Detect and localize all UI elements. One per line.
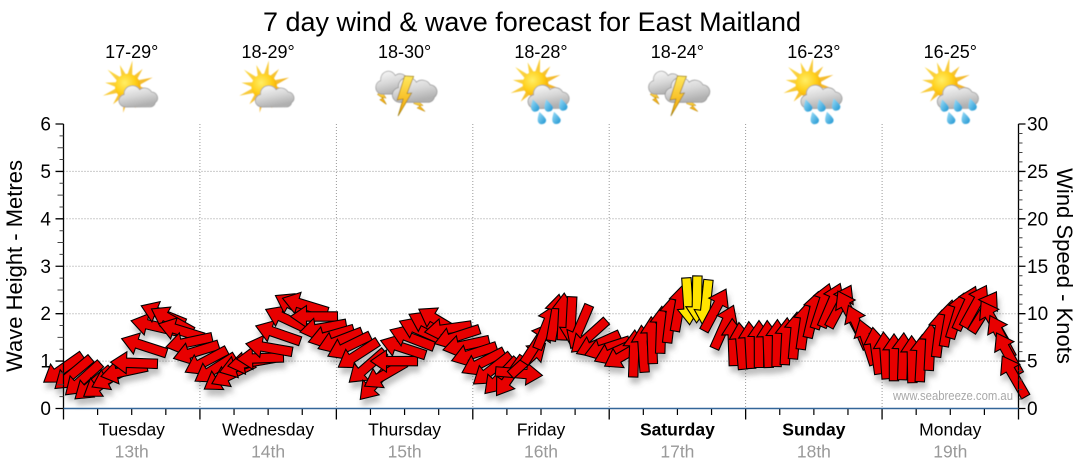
svg-text:0: 0 xyxy=(40,399,51,420)
svg-text:25: 25 xyxy=(1027,162,1048,183)
svg-text:5: 5 xyxy=(1027,352,1038,373)
svg-text:7 day wind & wave forecast for: 7 day wind & wave forecast for East Mait… xyxy=(263,7,801,37)
svg-text:18-30°: 18-30° xyxy=(378,42,431,62)
svg-text:18th: 18th xyxy=(797,442,831,462)
svg-text:6: 6 xyxy=(40,115,51,136)
svg-text:18-28°: 18-28° xyxy=(514,42,567,62)
svg-text:Thursday: Thursday xyxy=(368,420,441,440)
svg-text:17th: 17th xyxy=(660,442,694,462)
svg-text:Wave Height - Metres: Wave Height - Metres xyxy=(2,160,27,372)
svg-text:13th: 13th xyxy=(115,442,149,462)
svg-text:Tuesday: Tuesday xyxy=(98,420,165,440)
svg-text:10: 10 xyxy=(1027,304,1048,325)
svg-text:30: 30 xyxy=(1027,115,1048,136)
svg-text:4: 4 xyxy=(40,209,51,230)
svg-text:16-25°: 16-25° xyxy=(924,42,977,62)
svg-text:Saturday: Saturday xyxy=(640,420,715,440)
svg-text:17-29°: 17-29° xyxy=(105,42,158,62)
svg-text:5: 5 xyxy=(40,162,51,183)
svg-text:Wind Speed - Knots: Wind Speed - Knots xyxy=(1052,168,1077,364)
svg-text:0: 0 xyxy=(1027,399,1038,420)
svg-text:3: 3 xyxy=(40,257,51,278)
svg-text:20: 20 xyxy=(1027,209,1048,230)
svg-text:www.seabreeze.com.au: www.seabreeze.com.au xyxy=(892,388,1013,403)
svg-text:Monday: Monday xyxy=(919,420,982,440)
svg-text:16-23°: 16-23° xyxy=(787,42,840,62)
svg-text:15: 15 xyxy=(1027,257,1048,278)
svg-text:Friday: Friday xyxy=(517,420,566,440)
svg-text:18-29°: 18-29° xyxy=(241,42,294,62)
svg-text:Wednesday: Wednesday xyxy=(222,420,314,440)
svg-text:14th: 14th xyxy=(251,442,285,462)
svg-text:16th: 16th xyxy=(524,442,558,462)
svg-text:1: 1 xyxy=(40,352,51,373)
svg-text:18-24°: 18-24° xyxy=(651,42,704,62)
svg-text:Sunday: Sunday xyxy=(782,420,845,440)
svg-text:19th: 19th xyxy=(933,442,967,462)
svg-text:15th: 15th xyxy=(388,442,422,462)
svg-text:2: 2 xyxy=(40,304,51,325)
